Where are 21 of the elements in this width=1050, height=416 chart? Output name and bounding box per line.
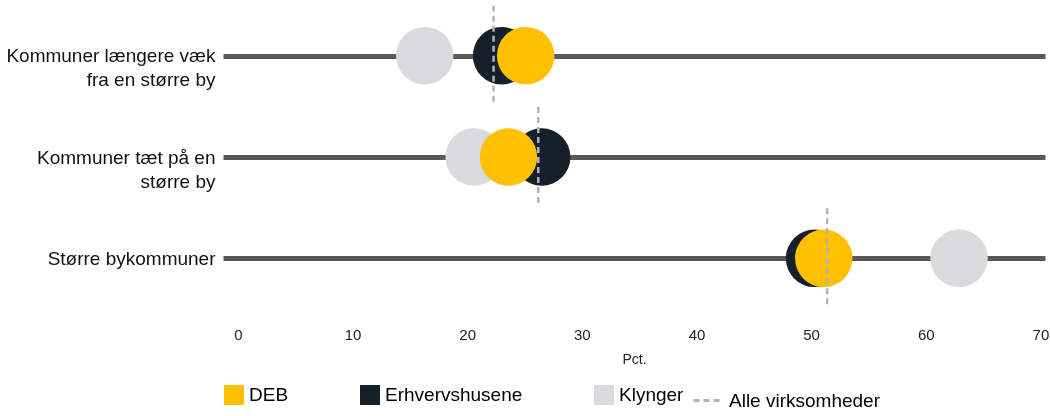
legend-label: Erhvervshusene <box>385 384 523 405</box>
x-tick-label: 30 <box>573 325 591 343</box>
legend-label: Alle virksomheder <box>729 389 881 411</box>
x-tick-label: 0 <box>234 325 243 343</box>
legend-label: DEB <box>249 384 289 405</box>
point <box>479 128 538 186</box>
x-tick-label: 50 <box>803 325 820 343</box>
point <box>396 27 454 85</box>
x-tick-label: 60 <box>917 325 935 343</box>
x-axis-title: Pct. <box>622 350 647 367</box>
x-tick-label: 10 <box>344 325 362 343</box>
y-tick-label: Kommuner længere væk fra en større by <box>6 45 216 91</box>
y-tick-label: Større bykommuner <box>47 247 217 269</box>
x-tick-label: 20 <box>459 325 477 343</box>
y-tick-label: Kommuner tæt på en større by <box>37 146 216 192</box>
x-tick-label: 70 <box>1032 325 1050 343</box>
x-tick-label: 40 <box>688 325 706 343</box>
point <box>795 229 853 287</box>
legend-label: Klynger <box>619 384 685 405</box>
point <box>930 229 988 287</box>
point <box>496 27 555 85</box>
